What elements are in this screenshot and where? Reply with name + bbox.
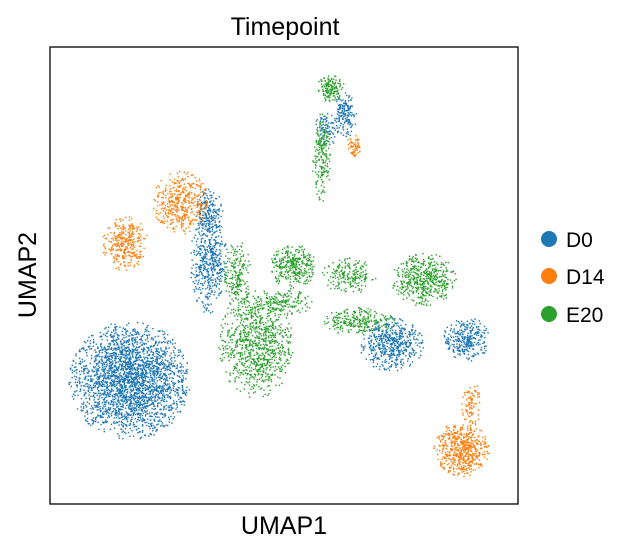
chart-title: Timepoint (231, 13, 340, 41)
cluster-d0-4 (443, 318, 489, 362)
series-d0 (68, 92, 489, 440)
cluster-d14-1 (461, 385, 481, 429)
cluster-e20-2 (321, 257, 377, 293)
legend-marker-d14 (541, 268, 557, 284)
cluster-d0-5 (334, 92, 358, 138)
legend-label-d0: D0 (566, 229, 593, 252)
cluster-d14-2 (102, 216, 148, 271)
cluster-d0-3 (360, 316, 424, 372)
cluster-e20-7 (223, 242, 251, 311)
cluster-d14-3 (153, 170, 208, 235)
legend-marker-e20 (541, 306, 557, 322)
y-axis-label: UMAP2 (14, 232, 42, 318)
cluster-d0-0 (68, 321, 191, 440)
cluster-e20-1 (271, 245, 315, 290)
series-e20 (218, 75, 457, 398)
cluster-e20-3 (392, 253, 457, 307)
x-axis-label: UMAP1 (241, 512, 327, 540)
cluster-e20-5 (312, 113, 331, 202)
cluster-d14-0 (433, 424, 490, 478)
scatter-points (68, 75, 490, 478)
cluster-d14-4 (347, 135, 361, 157)
cluster-e20-6 (317, 75, 345, 102)
cluster-d0-1 (190, 208, 228, 314)
cluster-d0-2 (195, 188, 224, 233)
legend: D0 D14 E20 (541, 229, 605, 327)
cluster-e20-8 (257, 290, 313, 317)
legend-label-d14: D14 (566, 266, 605, 289)
legend-marker-d0 (541, 231, 557, 247)
plot-frame (49, 46, 519, 505)
legend-label-e20: E20 (566, 304, 603, 327)
cluster-e20-0 (218, 290, 294, 398)
series-d14 (102, 135, 490, 478)
cluster-e20-4 (323, 306, 396, 334)
